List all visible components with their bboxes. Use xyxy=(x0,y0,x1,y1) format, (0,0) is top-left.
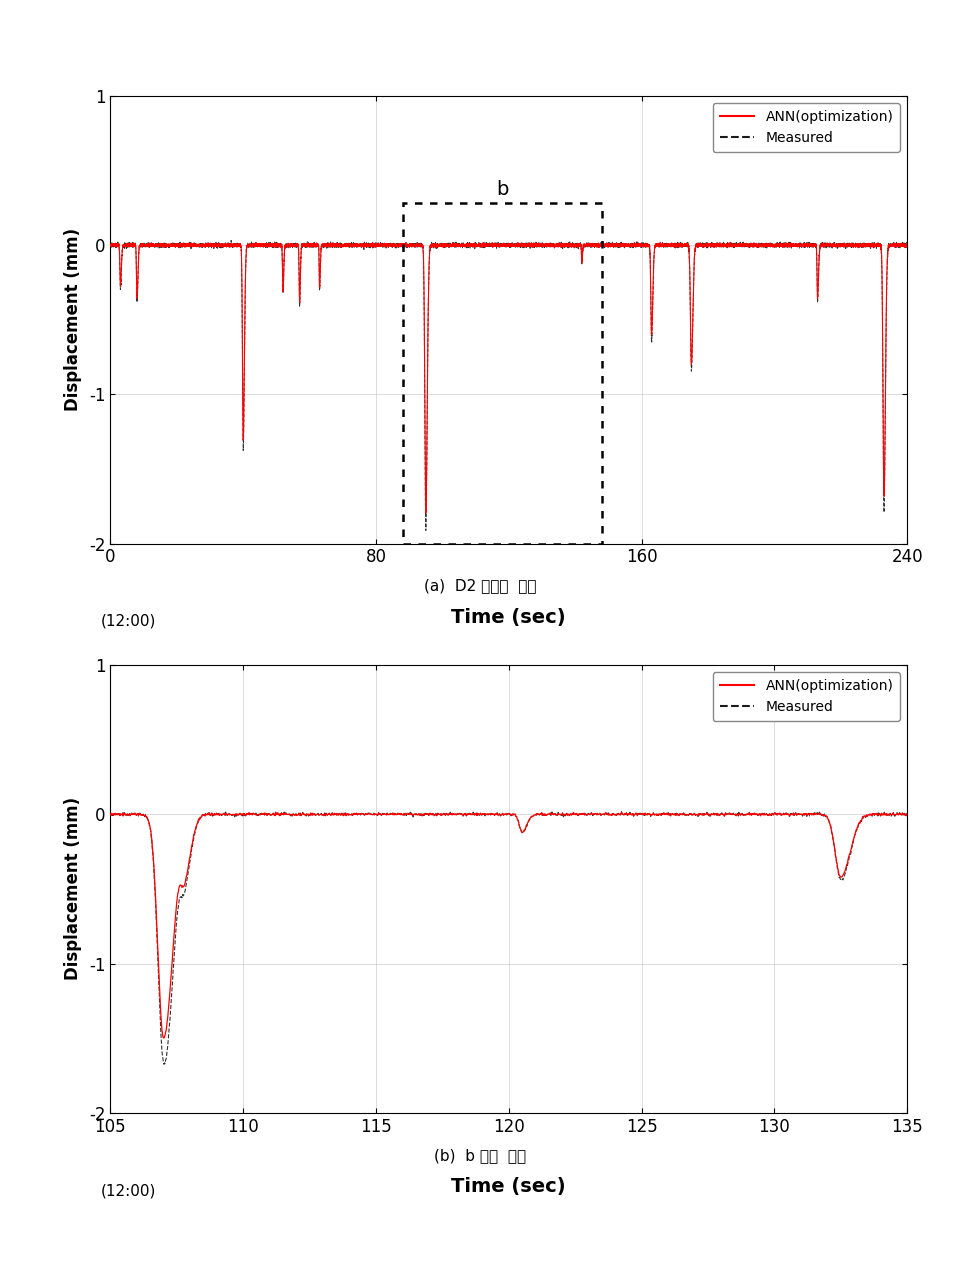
Y-axis label: Displacement (mm): Displacement (mm) xyxy=(64,228,83,412)
Legend: ANN(optimization), Measured: ANN(optimization), Measured xyxy=(712,102,900,152)
Text: b: b xyxy=(496,180,509,200)
Legend: ANN(optimization), Measured: ANN(optimization), Measured xyxy=(712,671,900,721)
Text: (b)  b 구역  확대: (b) b 구역 확대 xyxy=(434,1149,526,1164)
X-axis label: Time (sec): Time (sec) xyxy=(451,608,566,627)
Y-axis label: Displacement (mm): Displacement (mm) xyxy=(64,797,83,981)
Text: (12:00): (12:00) xyxy=(101,1183,156,1198)
Text: (a)  D2 지점의  변위: (a) D2 지점의 변위 xyxy=(423,578,537,593)
Bar xyxy=(402,203,602,544)
Text: (12:00): (12:00) xyxy=(101,614,156,629)
X-axis label: Time (sec): Time (sec) xyxy=(451,1177,566,1196)
